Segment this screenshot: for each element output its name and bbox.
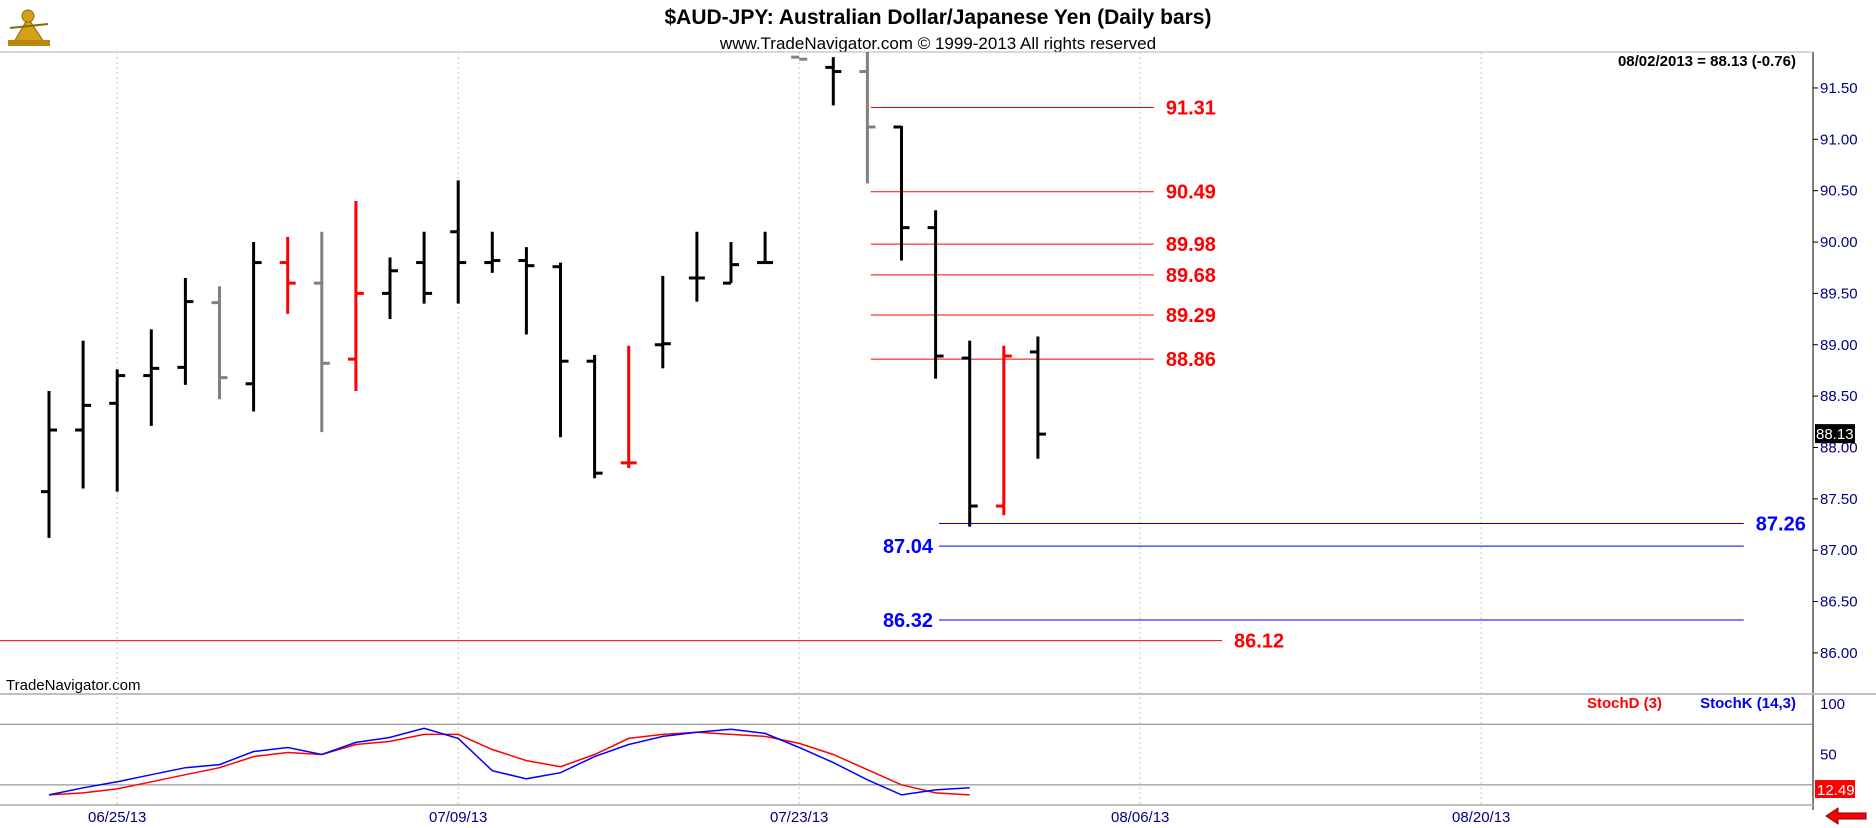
price-bars bbox=[41, 52, 1046, 538]
price-tick-label: 88.50 bbox=[1820, 388, 1858, 405]
stochd-line bbox=[48, 731, 970, 796]
gridlines bbox=[116, 52, 1482, 805]
stoch-last-label: 12.49 bbox=[1817, 782, 1855, 799]
level-label: 86.12 bbox=[1234, 631, 1284, 653]
date-axis: 06/25/13 07/09/13 07/23/13 08/06/13 08/20/13 bbox=[88, 809, 1510, 826]
scroll-left-arrow-icon[interactable] bbox=[1825, 807, 1867, 825]
stoch-tick-label: 100 bbox=[1820, 696, 1845, 713]
level-label: 87.26 bbox=[1756, 513, 1806, 535]
legend-stochd: StochD (3) bbox=[1587, 695, 1662, 712]
price-tick-label: 91.00 bbox=[1820, 131, 1858, 148]
watermark-text: TradeNavigator.com bbox=[6, 677, 141, 694]
last-price-box bbox=[1815, 424, 1855, 444]
stoch-last-box bbox=[1815, 780, 1855, 798]
level-label: 91.31 bbox=[1166, 97, 1216, 119]
sextant-icon bbox=[8, 9, 50, 46]
level-label: 89.68 bbox=[1166, 265, 1216, 287]
date-tick-label: 08/20/13 bbox=[1452, 809, 1510, 826]
price-tick-label: 89.00 bbox=[1820, 337, 1858, 354]
price-axis: 91.50 91.00 90.50 90.00 89.50 89.00 88.50 88.00… bbox=[1813, 80, 1858, 662]
price-tick-label: 90.00 bbox=[1820, 234, 1858, 251]
price-tick-label: 86.50 bbox=[1820, 594, 1858, 611]
price-tick-label: 87.00 bbox=[1820, 542, 1858, 559]
price-tick-label: 86.00 bbox=[1820, 645, 1858, 662]
price-tick-label: 91.50 bbox=[1820, 80, 1858, 97]
stoch-tick-label: 50 bbox=[1820, 747, 1837, 764]
date-tick-label: 06/25/13 bbox=[88, 809, 146, 826]
level-label: 87.04 bbox=[883, 536, 934, 558]
last-price-label: 88.13 bbox=[1816, 426, 1854, 443]
price-tick-label: 88.00 bbox=[1820, 439, 1858, 456]
price-tick-label: 89.50 bbox=[1820, 285, 1858, 302]
level-label: 86.32 bbox=[883, 610, 933, 632]
date-tick-label: 07/23/13 bbox=[770, 809, 828, 826]
price-levels: 91.31 90.49 89.98 89.68 89.29 88.86 87.26 87.04… bbox=[0, 97, 1806, 653]
legend-stochk: StochK (14,3) bbox=[1700, 695, 1796, 712]
last-quote: 08/02/2013 = 88.13 (-0.76) bbox=[1618, 53, 1796, 70]
copyright-text: www.TradeNavigator.com © 1999-2013 All r… bbox=[719, 34, 1156, 53]
level-label: 88.86 bbox=[1166, 349, 1216, 371]
date-tick-label: 08/06/13 bbox=[1111, 809, 1169, 826]
level-label: 89.98 bbox=[1166, 234, 1216, 256]
price-tick-label: 90.50 bbox=[1820, 183, 1858, 200]
price-tick-label: 87.50 bbox=[1820, 491, 1858, 508]
level-label: 89.29 bbox=[1166, 305, 1216, 327]
chart-title: $AUD-JPY: Australian Dollar/Japanese Yen… bbox=[665, 6, 1212, 29]
date-tick-label: 07/09/13 bbox=[429, 809, 487, 826]
stochk-line bbox=[48, 727, 970, 796]
level-label: 90.49 bbox=[1166, 182, 1216, 204]
stochastic-panel: 100 50 12.49 bbox=[0, 696, 1855, 799]
